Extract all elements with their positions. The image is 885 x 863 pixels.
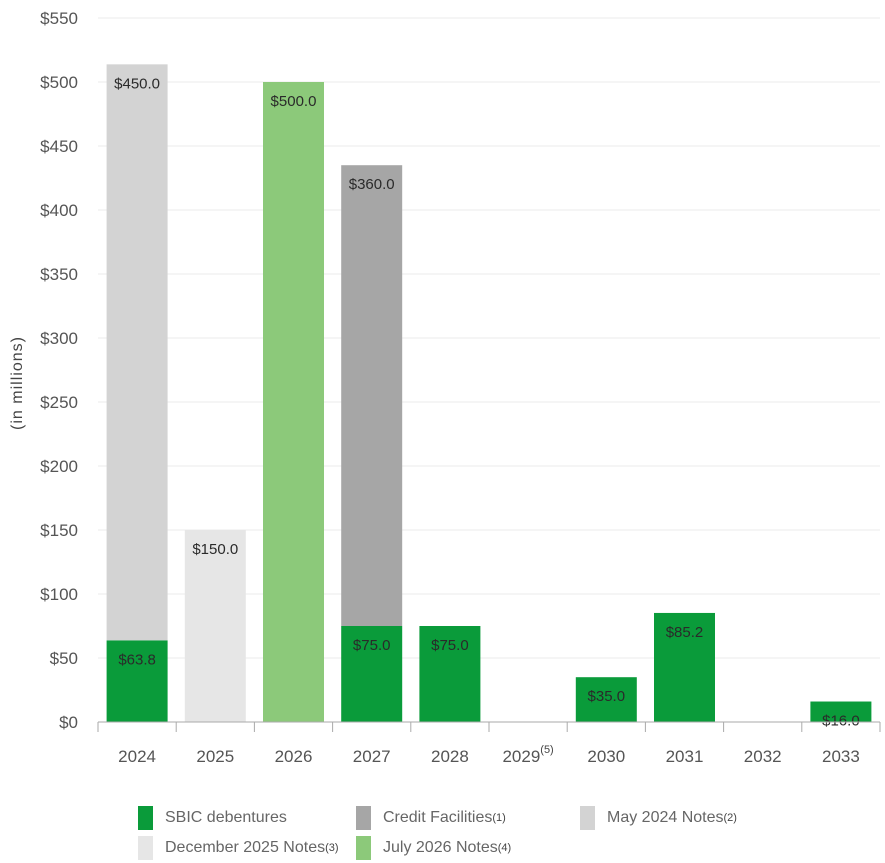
legend-swatch-sbic bbox=[138, 806, 153, 830]
legend-item-july-2026-notes: July 2026 Notes (4) bbox=[356, 836, 511, 860]
data-label: $16.0 bbox=[822, 713, 860, 730]
data-label: $450.0 bbox=[114, 75, 160, 92]
legend-item-may-2024-notes: May 2024 Notes (2) bbox=[580, 806, 737, 830]
bar bbox=[184, 530, 246, 722]
y-axis-label: (in millions) bbox=[9, 336, 26, 430]
bar bbox=[106, 64, 168, 641]
x-tick-label: 2032 bbox=[744, 747, 782, 766]
y-tick-label: $0 bbox=[59, 713, 78, 732]
y-tick-label: $300 bbox=[40, 329, 78, 348]
x-tick-label: 2033 bbox=[822, 747, 860, 766]
data-label: $35.0 bbox=[588, 688, 626, 705]
y-tick-label: $450 bbox=[40, 137, 78, 156]
data-labels: $63.8 $75.0 $75.0 $35.0 $85.2 $16.0 $360.0 $450… bbox=[114, 75, 860, 729]
y-tick-label: $500 bbox=[40, 73, 78, 92]
x-tick-label: 2028 bbox=[431, 747, 469, 766]
bar bbox=[106, 640, 168, 722]
data-label: $150.0 bbox=[192, 541, 238, 558]
y-tick-label: $400 bbox=[40, 201, 78, 220]
x-tick-label: 2026 bbox=[275, 747, 313, 766]
y-tick-label: $550 bbox=[40, 9, 78, 28]
bar bbox=[810, 701, 872, 722]
legend-swatch-december-2025-notes bbox=[138, 836, 153, 860]
legend-label-july-2026-notes: July 2026 Notes bbox=[383, 839, 498, 856]
bar bbox=[419, 626, 481, 722]
bar bbox=[575, 677, 637, 722]
x-tick-label: 2029(5) bbox=[502, 744, 553, 766]
y-tick-label: $100 bbox=[40, 585, 78, 604]
legend-swatch-credit-facilities bbox=[356, 806, 371, 830]
x-tick-label: 2024 bbox=[118, 747, 156, 766]
legend-item-sbic: SBIC debentures bbox=[138, 806, 287, 830]
x-tick-note: (5) bbox=[540, 744, 553, 756]
y-tick-label: $350 bbox=[40, 265, 78, 284]
bar bbox=[341, 626, 403, 722]
y-tick-label: $50 bbox=[50, 649, 78, 668]
bar bbox=[341, 165, 403, 626]
data-label: $75.0 bbox=[431, 637, 469, 654]
data-label: $75.0 bbox=[353, 637, 391, 654]
y-tick-label: $150 bbox=[40, 521, 78, 540]
bars bbox=[106, 64, 872, 722]
data-label: $360.0 bbox=[349, 176, 395, 193]
data-label: $500.0 bbox=[271, 93, 317, 110]
legend-swatch-may-2024-notes bbox=[580, 806, 595, 830]
bar bbox=[654, 612, 715, 722]
legend-label-may-2024-notes: May 2024 Notes bbox=[607, 809, 724, 826]
data-label: $63.8 bbox=[118, 651, 156, 668]
y-tick-label: $250 bbox=[40, 393, 78, 412]
x-tick-label: 2030 bbox=[587, 747, 625, 766]
data-label: $85.2 bbox=[666, 624, 704, 641]
x-tick-label: 2027 bbox=[353, 747, 391, 766]
maturity-bar-chart: $0 $50 $100 $150 $200 $250 $300 $350 $400 $450 $50… bbox=[9, 9, 881, 766]
legend-item-credit-facilities: Credit Facilities (1) bbox=[356, 806, 506, 830]
y-tick-label: $200 bbox=[40, 457, 78, 476]
y-axis-ticks: $0 $50 $100 $150 $200 $250 $300 $350 $400 $450 $50… bbox=[40, 9, 78, 732]
legend-item-december-2025-notes: December 2025 Notes (3) bbox=[138, 836, 339, 860]
legend-label-credit-facilities: Credit Facilities bbox=[383, 809, 493, 826]
x-axis: 2024 2025 2026 2027 2028 2029(5) 2030 2031 2032 2… bbox=[97, 721, 881, 766]
x-tick-label: 2031 bbox=[666, 747, 704, 766]
legend-label-sbic: SBIC debentures bbox=[165, 809, 287, 826]
bar bbox=[263, 82, 324, 722]
legend-label-december-2025-notes: December 2025 Notes bbox=[165, 839, 326, 856]
legend-swatch-july-2026-notes bbox=[356, 836, 371, 860]
x-tick-label: 2025 bbox=[196, 747, 234, 766]
